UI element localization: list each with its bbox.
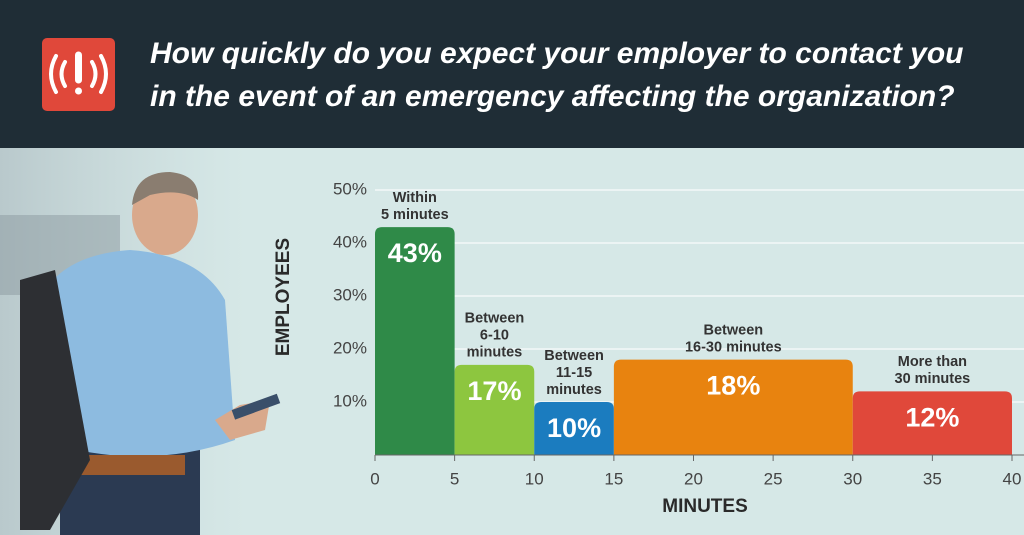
header: [0, 0, 1024, 148]
bin-label: Between: [544, 348, 604, 364]
value-label: 18%: [706, 371, 760, 401]
y-tick-label: 30%: [333, 285, 367, 304]
bin-label: 11-15: [556, 365, 592, 381]
bin-label: minutes: [467, 345, 523, 361]
value-label: 43%: [388, 238, 442, 268]
bin-label: Between: [703, 322, 763, 338]
chart-title: How quickly do you expect your employer …: [150, 37, 964, 70]
x-tick-label: 5: [450, 469, 459, 488]
bin-label: 30 minutes: [895, 371, 971, 387]
bin-label: minutes: [546, 382, 602, 398]
bar: [852, 391, 1012, 455]
y-tick-label: 10%: [333, 391, 367, 410]
bar: [613, 359, 853, 455]
bar: [534, 402, 614, 455]
y-tick-label: 50%: [333, 179, 367, 198]
value-label: 17%: [467, 376, 521, 406]
bin-label: More than: [898, 354, 967, 370]
chart-title: in the event of an emergency affecting t…: [150, 80, 955, 113]
x-tick-label: 15: [604, 469, 623, 488]
value-label: 12%: [905, 403, 959, 433]
x-axis-label: MINUTES: [662, 496, 748, 517]
bin-label: 5 minutes: [381, 207, 449, 223]
bin-label: 6-10: [480, 328, 509, 344]
alert-symbol: [49, 51, 108, 95]
bar: [454, 364, 535, 455]
value-label: 10%: [547, 413, 601, 443]
x-tick-label: 20: [684, 469, 703, 488]
bin-label: Between: [465, 311, 525, 327]
y-tick-label: 20%: [333, 338, 367, 357]
x-tick-label: 35: [923, 469, 942, 488]
x-tick-label: 0: [370, 469, 379, 488]
x-tick-label: 25: [764, 469, 783, 488]
y-axis-label: EMPLOYEES: [273, 238, 294, 356]
bin-label: 16-30 minutes: [685, 339, 782, 355]
x-tick-label: 40: [1003, 469, 1022, 488]
y-tick-label: 40%: [333, 232, 367, 251]
bin-label: Within: [393, 190, 437, 206]
person: [20, 172, 281, 535]
bar: [375, 227, 455, 455]
x-tick-label: 10: [525, 469, 544, 488]
x-tick-label: 30: [843, 469, 862, 488]
